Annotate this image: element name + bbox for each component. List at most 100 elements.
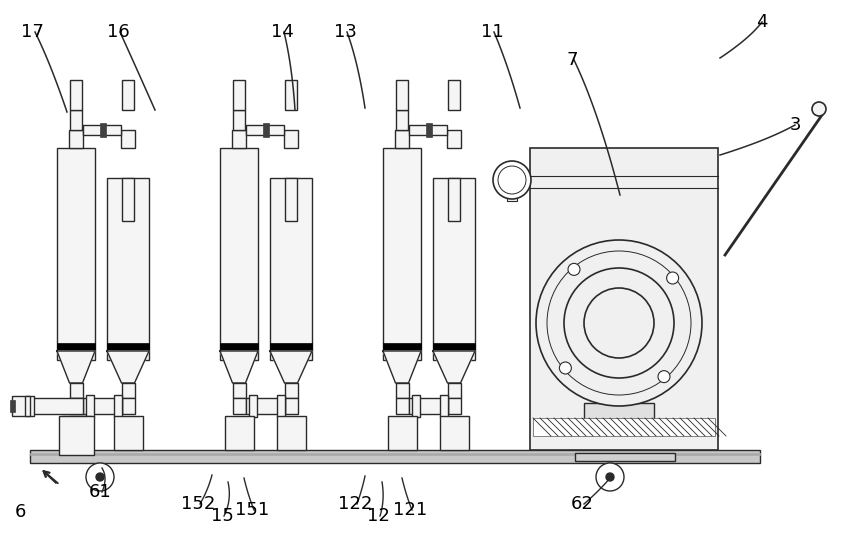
Bar (448, 383, 460, 398)
Text: 121: 121 (393, 501, 427, 519)
Bar (575, 453, 675, 461)
Text: 7: 7 (566, 51, 577, 69)
Bar (284, 398, 298, 414)
Polygon shape (433, 351, 475, 383)
Polygon shape (270, 351, 312, 383)
Circle shape (658, 371, 670, 383)
Bar (448, 80, 460, 110)
Circle shape (606, 473, 614, 481)
Bar (220, 148, 258, 360)
Polygon shape (220, 351, 258, 383)
Polygon shape (107, 351, 149, 383)
Bar (70, 80, 82, 110)
Circle shape (584, 288, 654, 358)
Text: 122: 122 (338, 495, 373, 513)
Bar (277, 395, 284, 417)
Text: 62: 62 (571, 495, 593, 513)
Bar (284, 383, 298, 398)
Bar (270, 178, 312, 360)
Circle shape (536, 240, 702, 406)
Bar (530, 148, 718, 450)
Circle shape (547, 251, 691, 395)
Bar (284, 130, 298, 148)
Text: 152: 152 (180, 495, 215, 513)
Bar (114, 395, 121, 417)
Circle shape (596, 463, 624, 491)
Text: 12: 12 (367, 507, 389, 525)
Bar (69, 398, 83, 414)
Bar (395, 398, 409, 414)
Bar (448, 178, 460, 221)
Bar (30, 450, 760, 463)
Bar (439, 395, 448, 417)
Bar (433, 343, 475, 351)
Bar (388, 416, 416, 450)
Bar (249, 395, 256, 417)
Circle shape (96, 473, 104, 481)
Bar (122, 178, 134, 221)
Bar (32, 398, 83, 414)
Bar (383, 148, 421, 360)
Bar (246, 125, 284, 135)
Bar (12, 396, 34, 416)
Bar (57, 343, 95, 351)
Text: 151: 151 (235, 501, 269, 519)
Bar (383, 343, 421, 351)
Bar (100, 123, 106, 137)
Circle shape (493, 161, 531, 199)
Bar (396, 80, 408, 110)
Bar (533, 418, 715, 436)
Text: 14: 14 (271, 23, 293, 41)
Bar (121, 383, 135, 398)
Bar (224, 416, 254, 450)
Bar (233, 110, 245, 130)
Bar (107, 178, 149, 360)
Bar (395, 383, 409, 398)
Text: 61: 61 (89, 483, 111, 501)
Bar (30, 453, 760, 455)
Bar (232, 130, 246, 148)
Bar (107, 343, 149, 351)
Bar (411, 395, 420, 417)
Circle shape (560, 362, 572, 374)
Bar (69, 383, 83, 398)
Bar (270, 343, 312, 351)
Bar (114, 416, 142, 450)
Bar (69, 130, 83, 148)
Bar (62, 416, 90, 450)
Bar (233, 383, 245, 398)
Text: 6: 6 (14, 503, 25, 521)
Bar (447, 130, 461, 148)
Bar (426, 123, 432, 137)
Bar (448, 398, 460, 414)
Text: 17: 17 (20, 23, 44, 41)
Bar (285, 178, 297, 221)
Bar (122, 80, 134, 110)
Bar (584, 403, 654, 421)
Bar (433, 178, 475, 360)
Bar (609, 268, 629, 378)
Bar (25, 396, 30, 416)
Bar (233, 80, 245, 110)
Text: 16: 16 (106, 23, 129, 41)
Circle shape (812, 102, 826, 116)
Polygon shape (383, 351, 421, 383)
Bar (285, 80, 297, 110)
Bar (58, 416, 94, 455)
Bar (409, 398, 448, 414)
Bar (507, 186, 517, 201)
Circle shape (86, 463, 114, 491)
Bar (439, 416, 469, 450)
Bar (121, 398, 135, 414)
Bar (121, 130, 135, 148)
Bar (409, 125, 447, 135)
Bar (70, 110, 82, 130)
Bar (395, 130, 409, 148)
Bar (233, 398, 245, 414)
Bar (83, 398, 121, 414)
Text: 4: 4 (756, 13, 768, 31)
Bar (263, 123, 269, 137)
Circle shape (498, 166, 526, 194)
Bar (220, 343, 258, 351)
Bar (57, 148, 95, 360)
